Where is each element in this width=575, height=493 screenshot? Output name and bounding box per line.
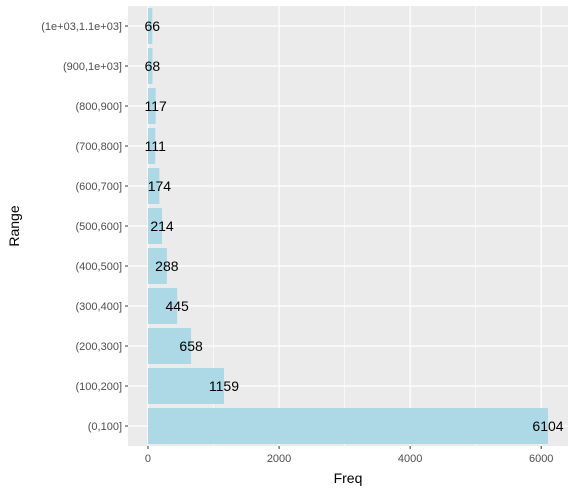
bar-value-label: 117: [144, 98, 167, 114]
y-tick-label: (200,300]: [76, 341, 122, 353]
bar-value-label: 1159: [209, 378, 239, 394]
bar-value-label: 6104: [532, 418, 563, 434]
bar-value-label: 66: [145, 18, 161, 34]
bars: [147, 8, 549, 444]
y-tick-label: (900,1e+03]: [63, 61, 122, 73]
y-tick-label: (500,600]: [76, 221, 122, 233]
y-tick-label: (100,200]: [76, 381, 122, 393]
x-tick-label: 2000: [267, 453, 291, 465]
bar: [147, 368, 224, 404]
y-tick-label: (600,700]: [76, 181, 122, 193]
bar: [147, 248, 167, 284]
bar-value-label: 658: [179, 338, 203, 354]
y-tick-label: (1e+03,1.1e+03]: [41, 21, 122, 33]
bar-value-label: 174: [148, 178, 172, 194]
y-tick-label: (0,100]: [88, 421, 122, 433]
x-axis-title: Freq: [334, 470, 363, 486]
y-tick-label: (700,800]: [76, 141, 122, 153]
y-axis-title: Range: [6, 205, 22, 246]
bar: [147, 88, 156, 124]
x-tick-label: 4000: [398, 453, 422, 465]
bar: [147, 168, 160, 204]
bar: [147, 288, 178, 324]
y-tick-label: (400,500]: [76, 261, 122, 273]
data-labels: 6104 1159 658 445 288 214 174 111 117 68 66: [144, 18, 563, 434]
y-tick-label: (800,900]: [76, 101, 122, 113]
y-tick-label: (300,400]: [76, 301, 122, 313]
bar-value-label: 111: [145, 138, 166, 154]
bar: [147, 208, 163, 244]
x-tick-label: 6000: [529, 453, 553, 465]
bar: [147, 8, 153, 44]
x-tick-label: 0: [145, 453, 151, 465]
bar-value-label: 68: [145, 58, 161, 74]
x-axis: 0 2000 4000 6000: [145, 446, 553, 465]
bar: [147, 128, 156, 164]
bar-value-label: 445: [165, 298, 189, 314]
bar-value-label: 288: [155, 258, 179, 274]
y-axis: (0,100] (100,200] (200,300] (300,400] (400,5…: [41, 21, 128, 433]
bar: [147, 328, 192, 364]
bar: [147, 408, 549, 444]
bar-value-label: 214: [150, 218, 174, 234]
bar: [147, 48, 153, 84]
